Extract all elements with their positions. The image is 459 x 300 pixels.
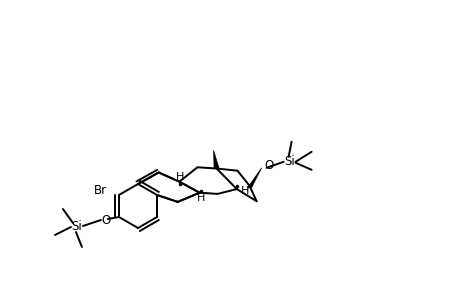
Text: O: O	[263, 159, 273, 172]
Polygon shape	[247, 168, 261, 188]
Text: H: H	[196, 193, 204, 203]
Text: Br: Br	[94, 184, 106, 197]
Text: H: H	[176, 172, 184, 182]
Text: Si: Si	[284, 155, 294, 168]
Text: O: O	[101, 214, 110, 226]
Text: H: H	[240, 186, 248, 196]
Polygon shape	[213, 151, 218, 169]
Text: Si: Si	[72, 220, 82, 233]
